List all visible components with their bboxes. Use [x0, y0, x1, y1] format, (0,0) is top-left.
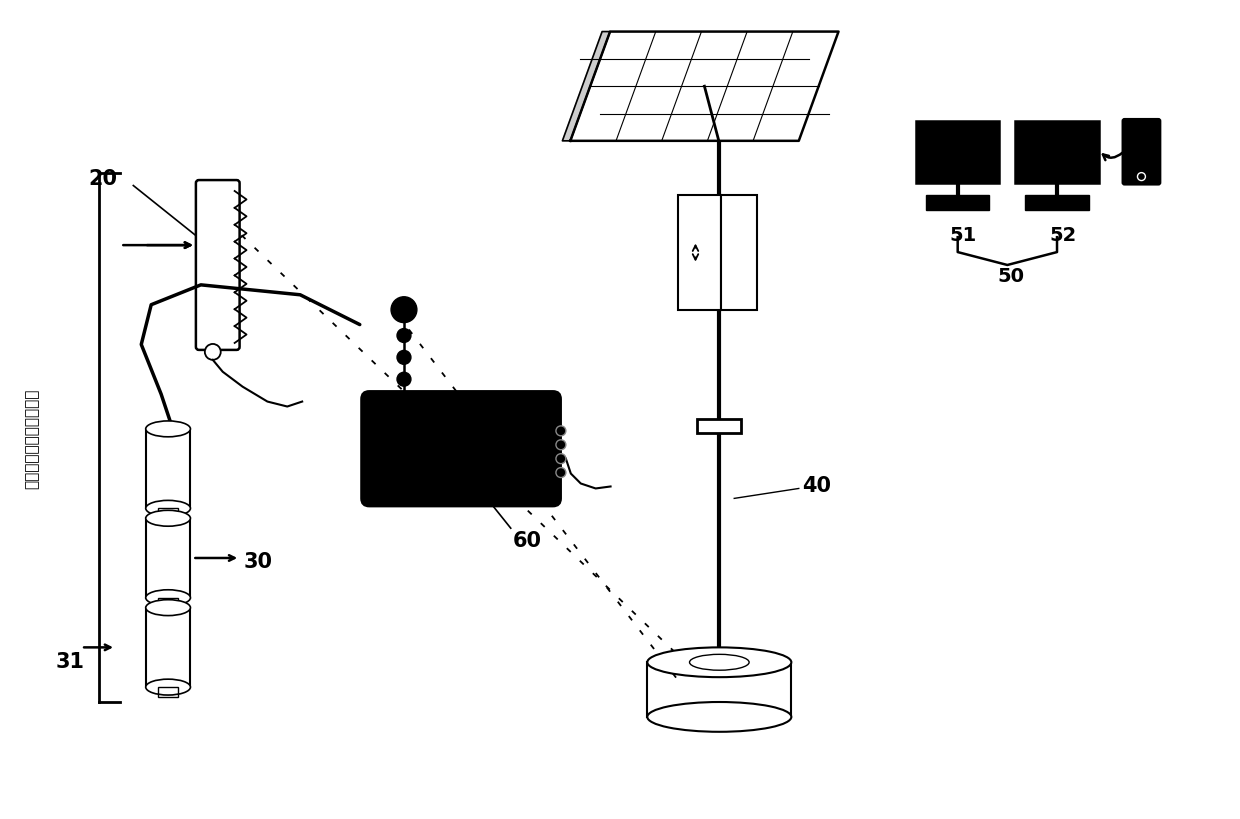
Bar	[159, 598, 179, 608]
FancyBboxPatch shape	[361, 391, 560, 507]
Text: 20: 20	[88, 169, 118, 188]
Bar	[159, 687, 179, 697]
Text: 52: 52	[1049, 226, 1076, 245]
Ellipse shape	[146, 500, 191, 517]
Bar	[1016, 122, 1099, 183]
Text: 51: 51	[950, 226, 977, 245]
Bar	[647, 663, 791, 717]
Bar	[916, 122, 999, 183]
Ellipse shape	[146, 590, 191, 606]
Circle shape	[397, 329, 410, 343]
Text: 埋设于边滑坡地质土体中: 埋设于边滑坡地质土体中	[25, 388, 40, 488]
Bar	[146, 429, 191, 509]
Bar	[146, 608, 191, 687]
FancyBboxPatch shape	[1122, 120, 1161, 185]
Ellipse shape	[146, 600, 191, 616]
Circle shape	[397, 373, 410, 387]
Ellipse shape	[647, 648, 791, 677]
Bar	[1025, 197, 1089, 211]
Text: 30: 30	[243, 551, 272, 572]
Polygon shape	[570, 33, 838, 142]
FancyBboxPatch shape	[196, 181, 239, 351]
Ellipse shape	[146, 511, 191, 527]
Bar	[159, 509, 179, 518]
Bar	[677, 197, 722, 310]
Circle shape	[556, 427, 565, 437]
Circle shape	[556, 441, 565, 450]
Ellipse shape	[146, 679, 191, 695]
Text: 60: 60	[512, 531, 542, 550]
Circle shape	[391, 297, 417, 324]
Circle shape	[556, 468, 565, 478]
Text: 50: 50	[997, 266, 1024, 286]
Bar	[146, 518, 191, 598]
Text: 31: 31	[56, 651, 84, 672]
Bar	[722, 197, 758, 310]
Circle shape	[556, 455, 565, 464]
Ellipse shape	[146, 422, 191, 437]
Bar	[697, 419, 742, 433]
Polygon shape	[563, 33, 610, 142]
Circle shape	[205, 345, 221, 360]
Bar	[926, 197, 990, 211]
Ellipse shape	[647, 702, 791, 732]
Text: 40: 40	[802, 476, 831, 495]
Circle shape	[397, 351, 410, 364]
